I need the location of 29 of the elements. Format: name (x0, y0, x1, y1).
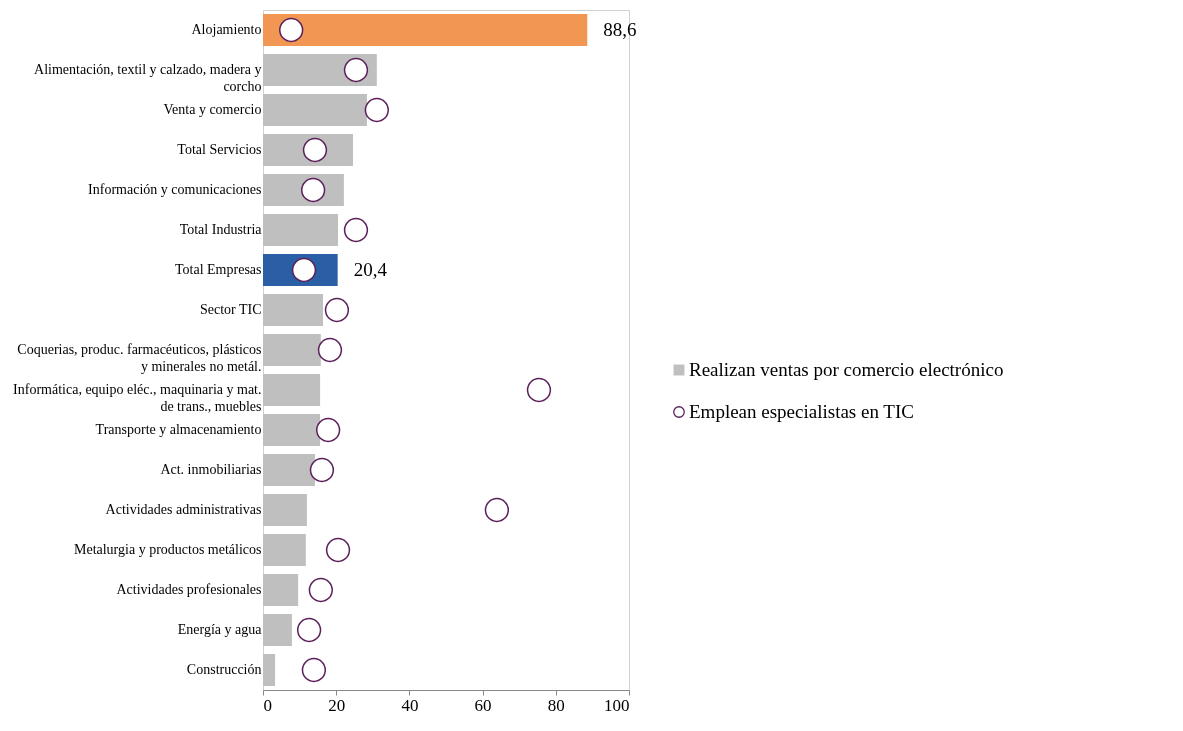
x-tick-label: 0 (263, 695, 272, 715)
y-tick-label: Actividades profesionales (116, 582, 262, 597)
point (343, 57, 369, 83)
x-tick-label: 20 (328, 695, 346, 715)
y-tick-label: Total Empresas (175, 262, 262, 277)
x-tick-label: 80 (547, 695, 565, 715)
y-tick-label: Transporte y almacenamiento (95, 422, 262, 437)
x-tick-label: 60 (474, 695, 492, 715)
y-tick-label: Alojamiento (191, 22, 262, 37)
data-label: 88,6 (603, 19, 637, 40)
y-tick-label: Información y comunicaciones (88, 182, 262, 197)
point (279, 17, 304, 43)
y-tick-label: Alimentación, textil y calzado, madera y corcho (34, 62, 262, 94)
y-tick-label: Actividades administrativas (105, 502, 262, 517)
y-tick-label: Energía y agua (177, 622, 263, 637)
x-tick-label: 40 (401, 695, 419, 715)
y-tick-label: Informática, equipo eléc., maquinaria y mat. de trans., muebles (13, 382, 262, 414)
legend-label: Realizan ventas por comercio electrónico (689, 359, 1004, 380)
y-tick-label: Coquerias, produc. farmacéuticos, plásticos y minerales no metál. (17, 342, 262, 374)
y-tick-label: Venta y comercio (163, 102, 262, 117)
y-tick-label: Total Industria (179, 222, 263, 237)
y-tick-label: Metalurgia y productos metálicos (73, 542, 262, 557)
data-label: 20,4 (353, 259, 388, 280)
y-tick-label: Sector TIC (199, 302, 262, 317)
legend-label: Emplean especialistas en TIC (689, 401, 914, 422)
x-tick-label: 100 (604, 695, 630, 715)
y-tick-label: Construcción (186, 662, 262, 677)
y-tick-label: Act. inmobiliarias (160, 462, 262, 477)
y-tick-label: Total Servicios (177, 142, 262, 157)
